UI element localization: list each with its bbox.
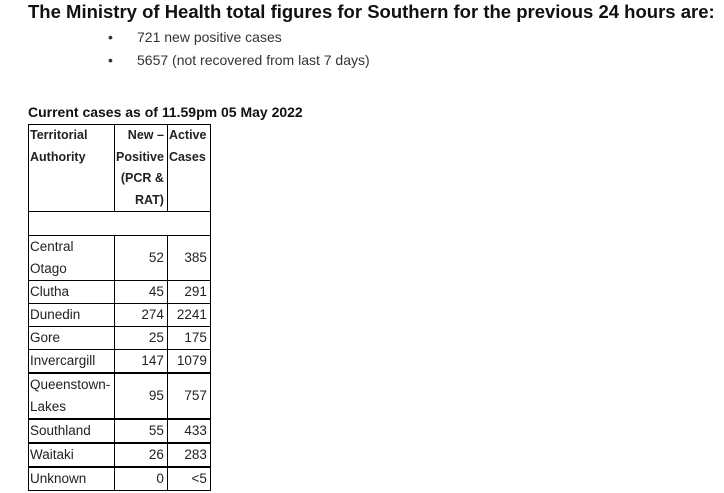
cell-new: 26 [114,442,168,468]
cell-new: 95 [114,372,168,420]
table-header-row: Territorial Authority New – Positive (PC… [28,124,211,212]
cell-new: 0 [114,466,168,491]
header-new: New – Positive (PCR & RAT) [114,124,168,212]
cell-new: 274 [114,303,168,327]
cell-authority: Invercargill [28,349,115,374]
cell-new: 25 [114,326,168,350]
table-row: Invercargill 147 1079 [28,349,211,374]
cell-new: 45 [114,280,168,304]
cell-active: 1079 [166,349,211,374]
cell-active: 175 [166,326,211,350]
table-row: Waitaki 26 283 [28,442,211,468]
cell-new: 147 [114,349,168,374]
list-item: 5657 (not recovered from last 7 days) [108,50,370,73]
cell-authority: Southland [28,418,115,444]
cell-authority: Waitaki [28,442,115,468]
page-title: The Ministry of Health total figures for… [28,1,715,22]
cell-authority: Clutha [28,280,115,304]
cell-active: 757 [166,372,211,420]
table-row: Unknown 0 <5 [28,466,211,491]
cases-table: Territorial Authority New – Positive (PC… [28,124,211,491]
table-row: Dunedin 274 2241 [28,303,211,327]
cell-authority: Unknown [28,466,115,491]
header-active: Active Cases [166,124,211,212]
table-row: Queenstown-Lakes 95 757 [28,372,211,420]
table-caption: Current cases as of 11.59pm 05 May 2022 [28,104,303,120]
cell-active: 433 [166,418,211,444]
cell-authority: Gore [28,326,115,350]
cell-active: <5 [166,466,211,491]
table-row: Clutha 45 291 [28,280,211,304]
cell-authority: Central Otago [28,235,115,281]
cell-active: 2241 [166,303,211,327]
cell-authority: Queenstown-Lakes [28,372,115,420]
cell-active: 291 [166,280,211,304]
cell-new: 52 [114,235,168,281]
list-item: 721 new positive cases [108,27,370,50]
summary-list: 721 new positive cases 5657 (not recover… [108,27,370,73]
cell-authority: Dunedin [28,303,115,327]
cell-new: 55 [114,418,168,444]
cell-active: 283 [166,442,211,468]
cell-active: 385 [166,235,211,281]
table-row: Southland 55 433 [28,418,211,444]
table-row: Central Otago 52 385 [28,235,211,281]
table-row: Gore 25 175 [28,326,211,350]
blank-row [28,211,211,236]
header-authority: Territorial Authority [28,124,115,212]
